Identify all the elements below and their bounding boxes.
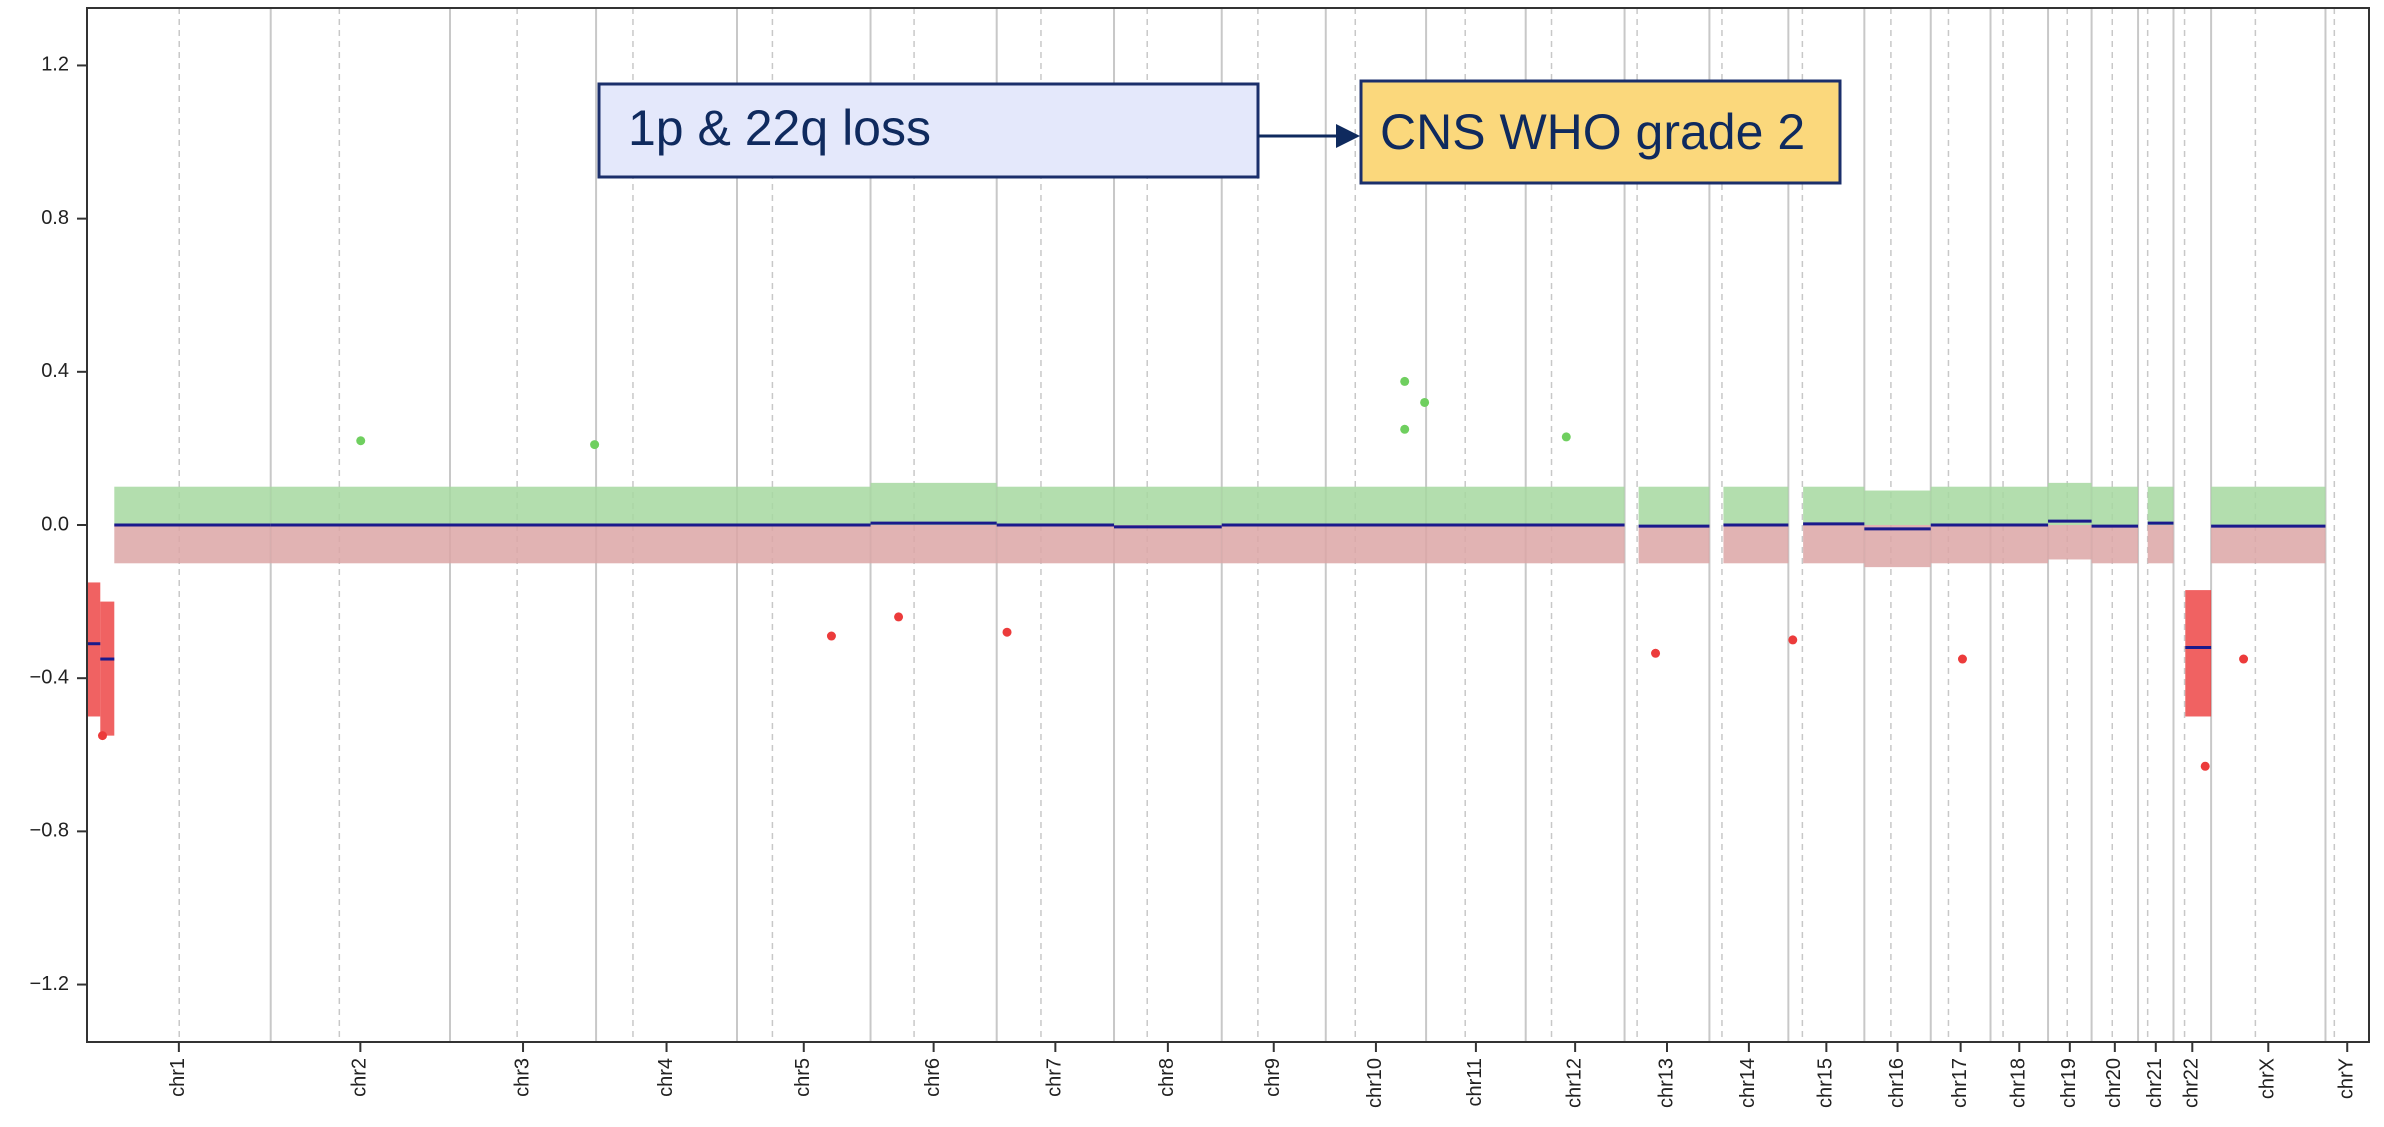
neutral-loss-band [2091, 525, 2139, 564]
probe-point [1957, 654, 1967, 664]
probe-point [97, 731, 107, 741]
x-tick-label: chr19 [2058, 1058, 2080, 1108]
x-tick-label: chr4 [655, 1058, 677, 1097]
gain-band [2091, 486, 2139, 525]
neutral-loss-band [2048, 525, 2092, 560]
neutral-loss-band [114, 525, 271, 564]
x-tick-label: chr5 [792, 1058, 814, 1097]
probe-point [1788, 635, 1798, 645]
gain-band [1803, 486, 1865, 525]
finding-text: 1p & 22q loss [628, 100, 931, 156]
probe-point [1651, 648, 1661, 658]
x-tick-label: chrX [2257, 1058, 2279, 1099]
x-tick-label: chr2 [349, 1058, 371, 1097]
x-tick-label: chrY [2336, 1058, 2358, 1099]
neutral-loss-band [1638, 525, 1710, 564]
x-tick-label: chr15 [1815, 1058, 1837, 1108]
x-tick-label: chr6 [922, 1058, 944, 1097]
result-box [1359, 79, 1842, 185]
probe-point [590, 440, 600, 450]
probe-point [1002, 627, 1012, 637]
x-tick-label: chr11 [1464, 1058, 1486, 1107]
neutral-loss-band [2211, 525, 2326, 564]
neutral-loss-band [1864, 525, 1931, 568]
neutral-loss-band [2147, 525, 2174, 564]
x-tick-label: chr20 [2103, 1058, 2125, 1108]
neutral-loss-band [996, 525, 1115, 564]
neutral-loss-band [870, 525, 997, 564]
x-tick-label: chr14 [1737, 1058, 1759, 1108]
neutral-loss-band [270, 525, 871, 564]
probe-point [1561, 432, 1571, 442]
loss-band [2185, 590, 2212, 717]
x-tick-label: chr7 [1044, 1058, 1066, 1097]
gain-band [2048, 482, 2092, 525]
gain-band [2147, 486, 2174, 525]
y-tick-label: 0.0 [41, 513, 69, 535]
gain-band [1930, 486, 2049, 525]
gain-band [1723, 486, 1789, 525]
x-tick-label: chr9 [1262, 1058, 1284, 1097]
x-tick-label: chr1 [167, 1058, 189, 1097]
gain-band [1864, 490, 1931, 525]
x-tick-label: chr8 [1156, 1058, 1178, 1097]
gain-band [1221, 486, 1625, 525]
gain-band [1638, 486, 1710, 525]
neutral-loss-band [1723, 525, 1789, 564]
y-tick-label: −0.8 [30, 820, 69, 842]
x-tick-label: chr22 [2181, 1058, 2203, 1108]
x-tick-label: chr17 [1949, 1058, 1971, 1108]
neutral-loss-band [1221, 525, 1625, 564]
x-tick-label: chr12 [1563, 1058, 1585, 1108]
probe-point [826, 631, 836, 641]
loss-band [100, 601, 115, 736]
plot-frame [86, 7, 2370, 1043]
y-tick-label: 0.8 [41, 207, 69, 229]
gain-band [870, 482, 997, 525]
y-tick-label: −0.4 [30, 666, 69, 688]
neutral-loss-band [1803, 525, 1865, 564]
result-text: CNS WHO grade 2 [1380, 104, 1805, 160]
neutral-loss-band [1114, 525, 1222, 564]
gain-band [2211, 486, 2326, 525]
plot-layer: −1.2 −0.8 −0.4 0.0 0.4 0.8 1.2 chr1 chr2 chr3 chr4… [30, 8, 2358, 1108]
neutral-loss-band [1930, 525, 2049, 564]
y-tick-label: 0.4 [41, 360, 69, 382]
gain-band [1114, 486, 1222, 525]
arrow-head [1336, 124, 1360, 148]
y-tick-label: 1.2 [41, 54, 69, 76]
probe-point [1400, 376, 1410, 386]
annotation-group: 1p & 22q loss CNS WHO grade 2 [597, 79, 1842, 185]
probe-point [2239, 654, 2249, 664]
probe-point [1400, 424, 1410, 434]
x-tick-label: chr13 [1655, 1058, 1677, 1108]
probe-point [1420, 397, 1430, 407]
y-tick-label: −1.2 [30, 973, 69, 995]
probe-point [2200, 761, 2210, 771]
probe-point [356, 436, 366, 446]
loss-band [87, 582, 101, 717]
probe-point [894, 612, 904, 622]
gain-band [114, 486, 271, 525]
finding-box [597, 82, 1260, 179]
gain-band [270, 486, 871, 525]
x-tick-label: chr18 [2008, 1058, 2030, 1108]
x-tick-label: chr21 [2144, 1058, 2166, 1108]
x-tick-label: chr16 [1886, 1058, 1908, 1108]
gain-band [996, 486, 1115, 525]
x-tick-label: chr3 [511, 1058, 533, 1097]
x-tick-label: chr10 [1364, 1058, 1386, 1108]
